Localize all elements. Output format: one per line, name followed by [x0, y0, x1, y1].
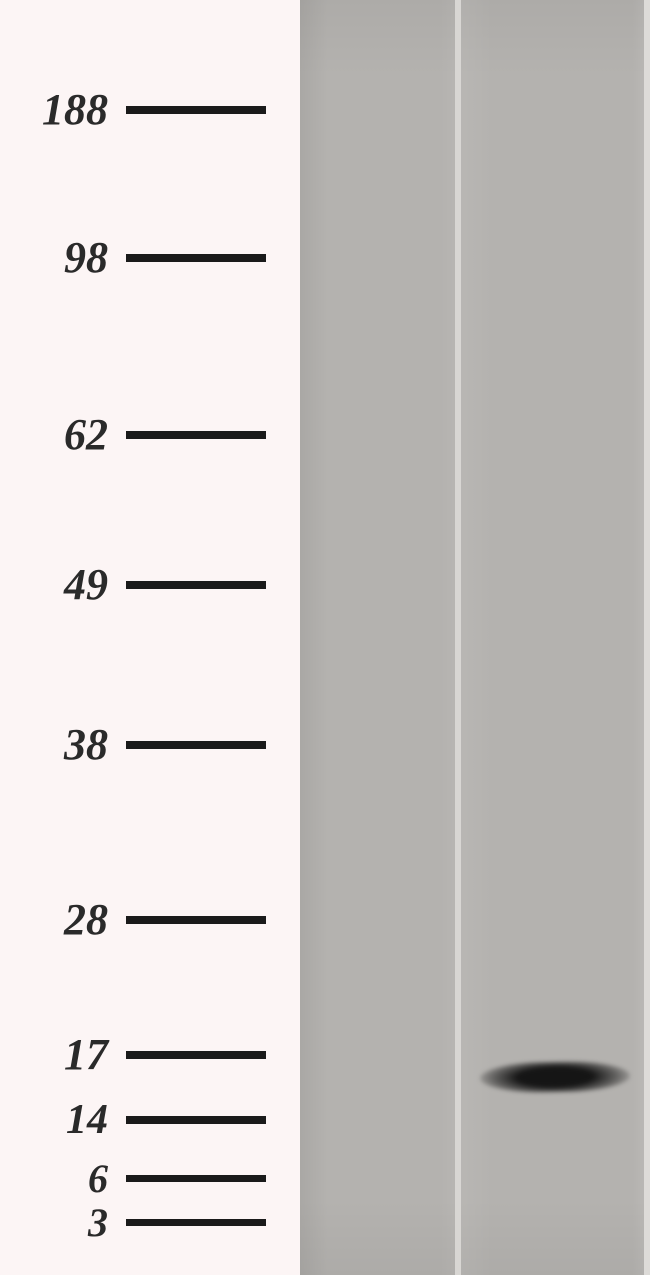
marker-label: 14 — [0, 1096, 108, 1144]
membrane-right-edge — [644, 0, 650, 1275]
marker-tick — [126, 916, 266, 924]
marker-label: 38 — [0, 719, 108, 770]
marker-tick — [126, 1175, 266, 1182]
marker-label: 17 — [0, 1029, 108, 1080]
marker-row: 38 — [0, 719, 300, 772]
marker-tick — [126, 1116, 266, 1124]
marker-label: 188 — [0, 84, 108, 135]
blot-membrane — [300, 0, 650, 1275]
marker-label: 98 — [0, 232, 108, 283]
marker-tick — [126, 741, 266, 749]
molecular-weight-ladder: 188 98 62 49 38 28 17 14 63 — [0, 0, 300, 1275]
western-blot-figure: 188 98 62 49 38 28 17 14 63 — [0, 0, 650, 1275]
marker-tick — [126, 106, 266, 114]
marker-row: 14 — [0, 1095, 300, 1145]
marker-tick — [126, 1051, 266, 1059]
marker-row: 188 — [0, 84, 300, 137]
marker-label: 49 — [0, 559, 108, 610]
marker-row: 98 — [0, 232, 300, 285]
lane-divider — [455, 0, 461, 1275]
marker-tick — [126, 254, 266, 262]
marker-row: 28 — [0, 894, 300, 947]
marker-label: 6 — [0, 1155, 108, 1202]
marker-label: 3 — [0, 1199, 108, 1246]
marker-label: 62 — [0, 409, 108, 460]
marker-row: 3 — [0, 1198, 300, 1246]
marker-row: 17 — [0, 1029, 300, 1082]
marker-row: 62 — [0, 409, 300, 462]
marker-label: 28 — [0, 894, 108, 945]
marker-row: 49 — [0, 559, 300, 612]
marker-tick — [126, 431, 266, 439]
marker-row: 6 — [0, 1154, 300, 1202]
marker-tick — [126, 1219, 266, 1226]
marker-tick — [126, 581, 266, 589]
